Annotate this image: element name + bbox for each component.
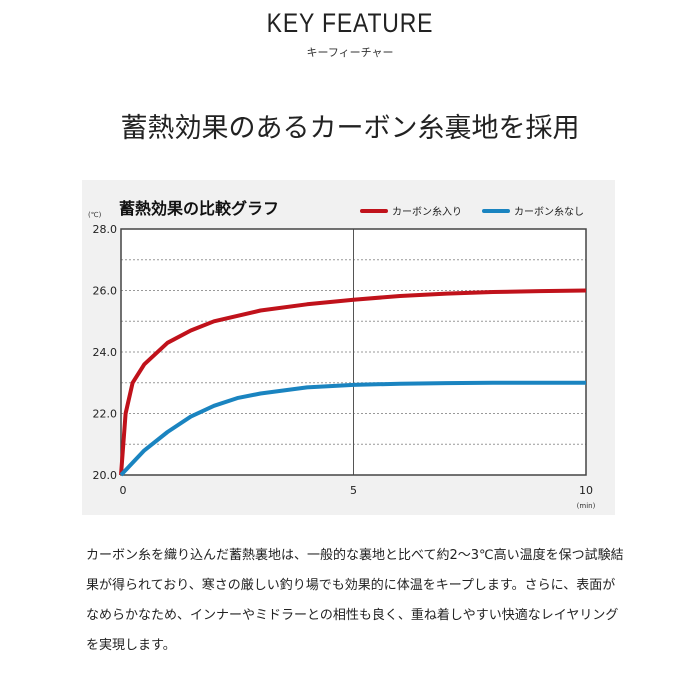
chart-panel: 20.0 22.0 24.0 26.0 28.0 0 5 10 (min) (℃) 蓄熱効果の比較グ… [82,180,615,515]
y-tick-label: 20.0 [93,469,118,482]
x-tick-label: 5 [350,484,357,497]
feature-heading: 蓄熱効果のあるカーボン糸裏地を採用 [120,113,580,144]
section-title: KEY FEATURE [266,8,434,38]
comparison-chart: 20.0 22.0 24.0 26.0 28.0 0 5 10 (min) (℃) 蓄熱効果の比較グ… [88,199,596,510]
y-tick-label: 24.0 [93,346,118,359]
legend-label: カーボン糸入り [392,206,462,218]
x-tick-label: 0 [120,484,127,497]
section-subtitle: キーフィーチャー [306,46,394,59]
x-tick-label: 10 [579,484,593,497]
chart-title: 蓄熱効果の比較グラフ [119,199,279,218]
y-tick-label: 22.0 [93,408,118,421]
y-axis-unit: (℃) [88,211,102,219]
y-tick-label: 28.0 [93,223,118,236]
y-tick-label: 26.0 [93,285,118,298]
description-text: カーボン糸を織り込んだ蓄熱裏地は、一般的な裏地と比べて約2〜3℃高い温度を保つ試… [86,548,624,653]
series-line [119,288,587,476]
x-axis-unit: (min) [577,502,596,510]
series-line [119,380,586,477]
legend-label: カーボン糸なし [514,206,584,218]
plot-border [120,228,587,476]
